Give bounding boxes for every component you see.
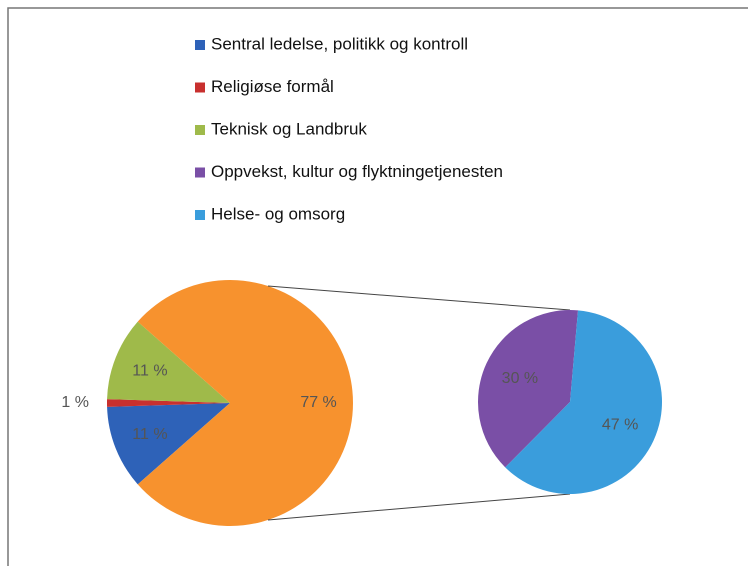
legend-label: Helse- og omsorg <box>211 204 345 223</box>
data-label: 11 % <box>132 363 167 380</box>
pie-slice <box>505 310 663 495</box>
data-label: 47 % <box>602 416 638 433</box>
legend-swatch <box>195 40 205 50</box>
connector-line <box>267 493 571 521</box>
frame <box>7 7 748 566</box>
data-label: 77 % <box>300 394 336 411</box>
legend-label: Religiøse formål <box>211 77 334 96</box>
legend-label: Oppvekst, kultur og flyktningetjenesten <box>211 162 503 181</box>
pie-slice <box>137 279 353 526</box>
legend-swatch <box>195 82 205 93</box>
legend-swatch <box>195 210 205 220</box>
pie-slice <box>107 399 230 407</box>
legend-swatch <box>195 125 205 135</box>
legend-label: Sentral ledelse, politikk og kontroll <box>211 34 468 53</box>
data-label: 1 % <box>61 394 89 411</box>
legend-swatch <box>195 167 205 178</box>
legend-label: Teknisk og Landbruk <box>211 119 367 138</box>
pie-slice <box>478 310 579 468</box>
data-label: 30 % <box>502 370 538 387</box>
data-label: 11 % <box>132 426 167 443</box>
pie-slice <box>107 403 230 485</box>
pie-slice <box>107 321 230 403</box>
connector-line <box>267 285 571 311</box>
